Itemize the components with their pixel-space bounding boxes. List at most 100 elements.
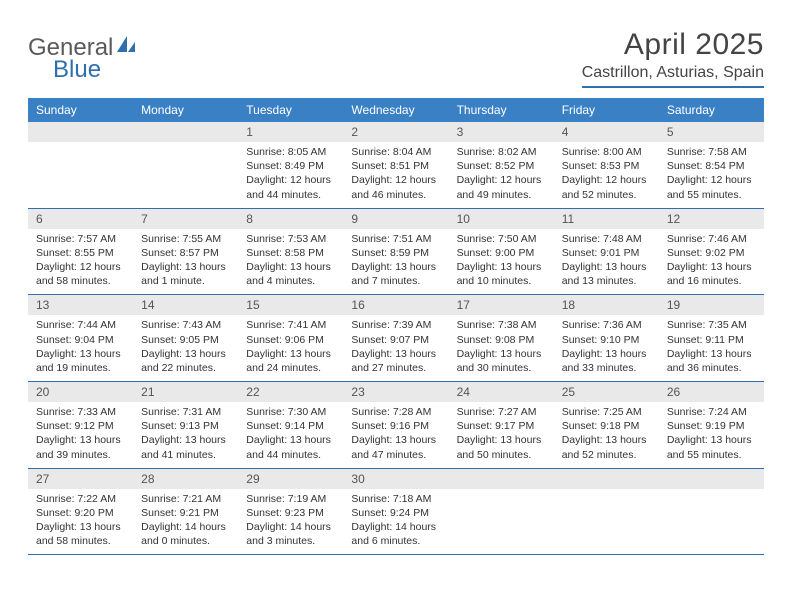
logo-sail-icon [115, 34, 137, 56]
day-number [28, 122, 133, 142]
calendar-cell: 24Sunrise: 7:27 AMSunset: 9:17 PMDayligh… [449, 382, 554, 469]
title-block: April 2025 Castrillon, Asturias, Spain [582, 28, 764, 88]
calendar-cell: 5Sunrise: 7:58 AMSunset: 8:54 PMDaylight… [659, 122, 764, 208]
day-content: Sunrise: 7:31 AMSunset: 9:13 PMDaylight:… [133, 402, 238, 468]
calendar-cell: 3Sunrise: 8:02 AMSunset: 8:52 PMDaylight… [449, 122, 554, 208]
day-content: Sunrise: 8:00 AMSunset: 8:53 PMDaylight:… [554, 142, 659, 208]
day-header: Wednesday [343, 98, 448, 122]
calendar-row: 20Sunrise: 7:33 AMSunset: 9:12 PMDayligh… [28, 382, 764, 469]
day-content: Sunrise: 7:18 AMSunset: 9:24 PMDaylight:… [343, 489, 448, 555]
day-number: 12 [659, 209, 764, 229]
day-content: Sunrise: 7:21 AMSunset: 9:21 PMDaylight:… [133, 489, 238, 555]
calendar-cell: 15Sunrise: 7:41 AMSunset: 9:06 PMDayligh… [238, 295, 343, 382]
calendar-cell: 22Sunrise: 7:30 AMSunset: 9:14 PMDayligh… [238, 382, 343, 469]
calendar-cell: 30Sunrise: 7:18 AMSunset: 9:24 PMDayligh… [343, 468, 448, 555]
calendar-cell: 17Sunrise: 7:38 AMSunset: 9:08 PMDayligh… [449, 295, 554, 382]
day-number: 27 [28, 469, 133, 489]
day-content: Sunrise: 7:48 AMSunset: 9:01 PMDaylight:… [554, 229, 659, 295]
day-content: Sunrise: 7:51 AMSunset: 8:59 PMDaylight:… [343, 229, 448, 295]
calendar-head: SundayMondayTuesdayWednesdayThursdayFrid… [28, 98, 764, 122]
day-content: Sunrise: 8:04 AMSunset: 8:51 PMDaylight:… [343, 142, 448, 208]
day-number: 9 [343, 209, 448, 229]
day-number: 1 [238, 122, 343, 142]
day-number [133, 122, 238, 142]
day-number: 21 [133, 382, 238, 402]
day-content: Sunrise: 7:33 AMSunset: 9:12 PMDaylight:… [28, 402, 133, 468]
calendar-row: 27Sunrise: 7:22 AMSunset: 9:20 PMDayligh… [28, 468, 764, 555]
day-number [659, 469, 764, 489]
calendar-row: 6Sunrise: 7:57 AMSunset: 8:55 PMDaylight… [28, 208, 764, 295]
day-number: 26 [659, 382, 764, 402]
location: Castrillon, Asturias, Spain [582, 64, 764, 88]
calendar-cell: 6Sunrise: 7:57 AMSunset: 8:55 PMDaylight… [28, 208, 133, 295]
day-content: Sunrise: 8:05 AMSunset: 8:49 PMDaylight:… [238, 142, 343, 208]
day-header: Tuesday [238, 98, 343, 122]
day-header: Thursday [449, 98, 554, 122]
day-number: 19 [659, 295, 764, 315]
calendar-cell: 29Sunrise: 7:19 AMSunset: 9:23 PMDayligh… [238, 468, 343, 555]
calendar-cell: 2Sunrise: 8:04 AMSunset: 8:51 PMDaylight… [343, 122, 448, 208]
calendar-cell [449, 468, 554, 555]
calendar-cell: 25Sunrise: 7:25 AMSunset: 9:18 PMDayligh… [554, 382, 659, 469]
calendar-cell: 16Sunrise: 7:39 AMSunset: 9:07 PMDayligh… [343, 295, 448, 382]
day-content: Sunrise: 7:25 AMSunset: 9:18 PMDaylight:… [554, 402, 659, 468]
day-content [449, 489, 554, 503]
day-content [659, 489, 764, 503]
calendar-cell: 13Sunrise: 7:44 AMSunset: 9:04 PMDayligh… [28, 295, 133, 382]
calendar-cell [659, 468, 764, 555]
calendar-cell: 21Sunrise: 7:31 AMSunset: 9:13 PMDayligh… [133, 382, 238, 469]
calendar-cell: 7Sunrise: 7:55 AMSunset: 8:57 PMDaylight… [133, 208, 238, 295]
day-content: Sunrise: 8:02 AMSunset: 8:52 PMDaylight:… [449, 142, 554, 208]
day-header: Friday [554, 98, 659, 122]
day-content: Sunrise: 7:46 AMSunset: 9:02 PMDaylight:… [659, 229, 764, 295]
day-content [133, 142, 238, 156]
day-number: 10 [449, 209, 554, 229]
day-number: 11 [554, 209, 659, 229]
calendar-cell: 28Sunrise: 7:21 AMSunset: 9:21 PMDayligh… [133, 468, 238, 555]
calendar-page: General April 2025 Castrillon, Asturias,… [0, 0, 792, 575]
day-number: 29 [238, 469, 343, 489]
calendar-row: 1Sunrise: 8:05 AMSunset: 8:49 PMDaylight… [28, 122, 764, 208]
day-number [449, 469, 554, 489]
day-number: 25 [554, 382, 659, 402]
calendar-cell: 19Sunrise: 7:35 AMSunset: 9:11 PMDayligh… [659, 295, 764, 382]
day-number: 23 [343, 382, 448, 402]
day-number: 17 [449, 295, 554, 315]
day-number: 16 [343, 295, 448, 315]
calendar-cell: 11Sunrise: 7:48 AMSunset: 9:01 PMDayligh… [554, 208, 659, 295]
day-number: 2 [343, 122, 448, 142]
logo-text-blue: Blue [53, 56, 101, 84]
day-header: Saturday [659, 98, 764, 122]
calendar-body: 1Sunrise: 8:05 AMSunset: 8:49 PMDaylight… [28, 122, 764, 555]
calendar-cell: 4Sunrise: 8:00 AMSunset: 8:53 PMDaylight… [554, 122, 659, 208]
day-content: Sunrise: 7:41 AMSunset: 9:06 PMDaylight:… [238, 315, 343, 381]
day-number: 4 [554, 122, 659, 142]
day-content: Sunrise: 7:36 AMSunset: 9:10 PMDaylight:… [554, 315, 659, 381]
month-title: April 2025 [582, 28, 764, 62]
day-content: Sunrise: 7:39 AMSunset: 9:07 PMDaylight:… [343, 315, 448, 381]
calendar-cell: 10Sunrise: 7:50 AMSunset: 9:00 PMDayligh… [449, 208, 554, 295]
day-content: Sunrise: 7:27 AMSunset: 9:17 PMDaylight:… [449, 402, 554, 468]
day-content: Sunrise: 7:22 AMSunset: 9:20 PMDaylight:… [28, 489, 133, 555]
calendar-cell [28, 122, 133, 208]
calendar-row: 13Sunrise: 7:44 AMSunset: 9:04 PMDayligh… [28, 295, 764, 382]
day-number: 22 [238, 382, 343, 402]
day-number: 5 [659, 122, 764, 142]
day-content [554, 489, 659, 503]
day-content: Sunrise: 7:19 AMSunset: 9:23 PMDaylight:… [238, 489, 343, 555]
day-content: Sunrise: 7:58 AMSunset: 8:54 PMDaylight:… [659, 142, 764, 208]
day-number: 8 [238, 209, 343, 229]
day-header: Sunday [28, 98, 133, 122]
calendar-cell: 1Sunrise: 8:05 AMSunset: 8:49 PMDaylight… [238, 122, 343, 208]
calendar-cell: 9Sunrise: 7:51 AMSunset: 8:59 PMDaylight… [343, 208, 448, 295]
calendar-cell: 20Sunrise: 7:33 AMSunset: 9:12 PMDayligh… [28, 382, 133, 469]
calendar-table: SundayMondayTuesdayWednesdayThursdayFrid… [28, 98, 764, 555]
day-number [554, 469, 659, 489]
day-number: 18 [554, 295, 659, 315]
day-content: Sunrise: 7:44 AMSunset: 9:04 PMDaylight:… [28, 315, 133, 381]
day-content: Sunrise: 7:43 AMSunset: 9:05 PMDaylight:… [133, 315, 238, 381]
calendar-cell: 12Sunrise: 7:46 AMSunset: 9:02 PMDayligh… [659, 208, 764, 295]
day-header: Monday [133, 98, 238, 122]
day-number: 7 [133, 209, 238, 229]
day-content: Sunrise: 7:55 AMSunset: 8:57 PMDaylight:… [133, 229, 238, 295]
